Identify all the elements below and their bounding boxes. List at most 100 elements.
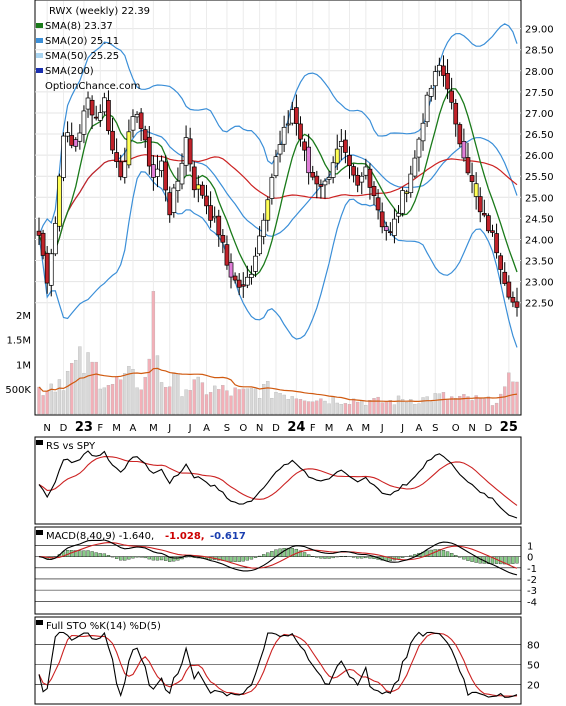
price-tick-label: 25.00 [525,193,554,204]
macd-histogram-bar [266,552,270,557]
candlestick [81,105,87,144]
volume-bar [127,366,131,415]
candle-body [449,90,454,103]
candlestick [424,91,430,127]
candle-body [89,99,95,116]
candlestick [40,229,46,260]
candlestick [281,115,287,152]
candle-body [392,218,397,236]
candlestick [163,155,168,202]
macd-histogram-bar [515,556,519,564]
candle-body [163,161,168,191]
macd-label: MACD(8,40,9) -1.640, [46,531,154,542]
macd-histogram-bar [106,555,111,557]
candle-body [122,161,128,178]
candle-body [338,141,344,148]
price-tick-label: 25.50 [525,172,554,183]
candlestick [175,167,181,203]
macd-frame [34,526,522,615]
candle-body [269,177,275,199]
volume-bar [159,382,164,415]
candle-body [232,275,238,281]
macd-histogram-bar [249,556,254,560]
candle-body [428,87,434,97]
candlestick [383,221,389,241]
candlestick [179,153,185,190]
macd-histogram-bar [356,556,360,559]
candlestick [224,235,230,270]
candle-body [461,141,467,159]
candlestick [114,138,119,168]
candlestick [187,127,193,172]
volume-bar [458,395,462,415]
candle-body [57,175,62,227]
volume-bar [184,389,188,415]
macd-histogram-bar [155,556,160,561]
candle-body [126,131,132,166]
candlestick [343,130,348,164]
candlestick [465,142,471,176]
month-label: J [167,423,171,434]
candlestick [106,90,111,135]
candlestick [310,165,316,181]
candle-body [437,64,442,72]
x-axis-labels: N D 23 F M A M J J A S O N D 24 F M A M J J A S O N D 25 [35,414,521,435]
candle-body [195,184,201,190]
volume-bar [45,390,49,415]
month-label: N [256,423,263,434]
candle-body [506,281,512,298]
candle-body [294,107,299,124]
sto-tick-label: 20 [527,681,540,692]
month-label: F [97,423,103,434]
candle-body [257,235,262,255]
candlestick [490,224,495,237]
sto-tick-label: 50 [527,661,540,672]
candle-body [416,138,422,158]
candlestick [200,181,205,199]
volume-bar [208,392,213,415]
candlestick [216,209,222,247]
candlestick [204,184,209,215]
candle-body [502,271,508,284]
macd-histogram-bar [147,556,151,560]
sto-main-line [38,631,518,698]
candlestick [486,213,491,234]
candle-body [298,123,303,140]
volume-bar [217,389,221,415]
candle-body [367,168,373,188]
volume-bar [356,401,360,415]
volume-bar [503,386,507,415]
candlestick [420,113,426,151]
candle-body [212,215,218,219]
macd-histogram-bar [229,556,233,562]
candle-body [151,164,156,178]
rs-frame [34,436,522,525]
macd-histogram-bar [94,552,98,557]
candle-body [289,109,295,124]
watermark: OptionChance.com [45,81,140,92]
candlestick [314,170,320,199]
macd-value-0: -1.028, [165,531,205,542]
price-tick-label: 22.50 [525,299,554,310]
volume-bar [102,387,107,415]
macd-histogram-bar [282,548,286,557]
candlestick [481,199,487,218]
volume-bar [400,399,405,415]
macd-histogram-bar [470,556,474,562]
macd-tick-label: 1 [527,541,533,552]
price-tick-label: 26.00 [525,151,554,162]
macd-histogram-bar [490,556,495,564]
candle-body [69,135,75,146]
candle-body [273,156,279,177]
volume-bar [449,396,454,415]
volume-bar [249,388,254,415]
macd-histogram-bar [331,556,335,559]
rs-main-line [38,450,518,519]
candlestick [367,163,373,200]
candlestick [257,226,262,256]
macd-histogram-bar [400,556,405,558]
candlestick [326,170,332,185]
volume-bar [106,385,111,415]
candlestick [371,181,377,206]
candle-body [253,255,258,272]
